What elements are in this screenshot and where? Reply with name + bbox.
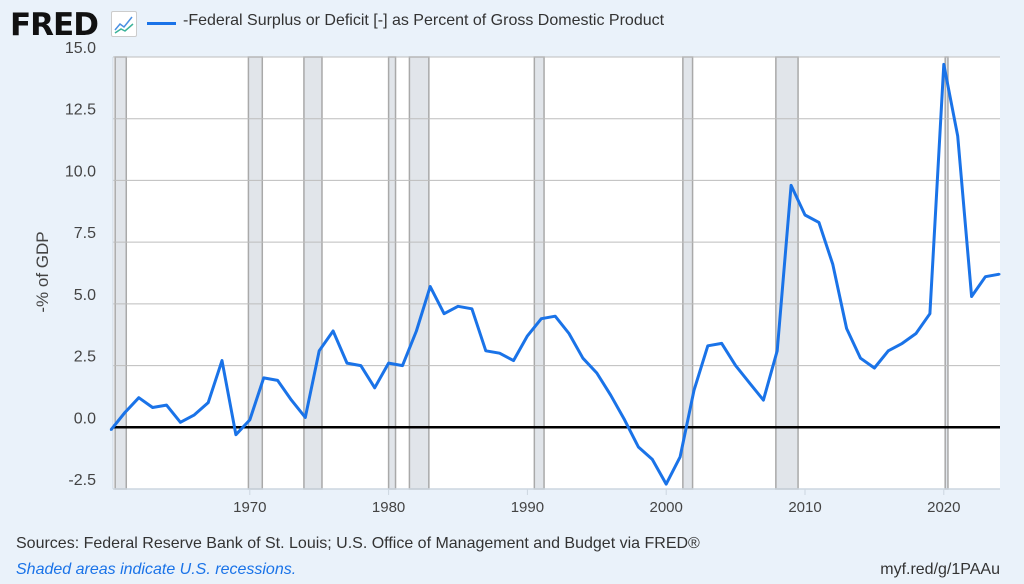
data-point (928, 312, 932, 315)
data-point (678, 455, 682, 459)
data-point (359, 364, 363, 367)
data-point (345, 361, 349, 365)
recession-band (387, 56, 397, 490)
y-tick-label: 7.5 (74, 225, 96, 242)
recession-band (944, 56, 949, 490)
data-point (706, 344, 710, 348)
data-point (318, 349, 321, 352)
data-point (206, 401, 210, 404)
data-point (581, 356, 585, 360)
legend-swatch (147, 22, 176, 25)
data-point (484, 349, 487, 352)
recession-band (303, 56, 323, 490)
data-point (526, 334, 529, 338)
data-point (498, 352, 501, 355)
data-point (831, 263, 834, 266)
data-point (193, 413, 196, 417)
data-point (734, 364, 737, 367)
x-tick-label: 2020 (927, 499, 960, 516)
data-point (304, 416, 307, 419)
x-tick-label: 2010 (788, 499, 821, 516)
y-tick-label: 0.0 (74, 410, 96, 427)
x-tick-label: 2000 (650, 499, 683, 516)
data-point (429, 285, 432, 288)
data-point (262, 376, 265, 380)
data-point (998, 273, 1001, 276)
data-point (123, 411, 127, 414)
data-point (137, 396, 140, 399)
data-point (470, 307, 474, 310)
data-point (692, 389, 696, 392)
y-tick-label: 12.5 (65, 102, 96, 119)
data-point (859, 356, 862, 360)
chart-icon[interactable] (111, 11, 137, 37)
x-tick-label: 1990 (511, 499, 544, 516)
data-point (845, 327, 848, 330)
data-point (942, 63, 945, 66)
data-point (442, 312, 446, 315)
data-point (914, 332, 918, 335)
data-point (887, 349, 890, 352)
data-point (151, 406, 154, 409)
data-point (290, 398, 293, 402)
data-point (776, 349, 779, 352)
recession-note[interactable]: Shaded areas indicate U.S. recessions. (16, 561, 297, 578)
short-url[interactable]: myf.red/g/1PAAu (880, 561, 1000, 578)
data-point (373, 386, 376, 389)
data-point (401, 364, 404, 367)
y-tick-label: -2.5 (68, 472, 96, 489)
data-point (956, 134, 959, 138)
data-point (567, 332, 571, 335)
y-tick-label: 15.0 (65, 40, 96, 57)
data-point (609, 393, 612, 397)
recession-band (408, 56, 430, 490)
data-point (165, 403, 168, 407)
data-point (387, 361, 390, 365)
data-point (109, 428, 113, 431)
recession-band (247, 56, 264, 490)
legend-label[interactable]: -Federal Surplus or Deficit [-] as Perce… (183, 12, 665, 29)
data-point (220, 359, 224, 362)
y-tick-label: 2.5 (74, 349, 96, 366)
x-tick-label: 1970 (233, 499, 266, 516)
data-point (720, 342, 723, 345)
data-point (970, 295, 973, 298)
data-point (665, 482, 668, 486)
data-point (748, 381, 751, 385)
data-point (789, 184, 793, 187)
data-point (595, 371, 598, 375)
data-point (179, 421, 182, 424)
data-point (900, 342, 904, 345)
data-point (248, 418, 251, 422)
data-point (276, 379, 279, 382)
data-point (553, 315, 557, 318)
x-tick-label: 1980 (372, 499, 405, 516)
recession-band (775, 56, 799, 490)
data-point (817, 221, 821, 224)
y-tick-label: 10.0 (65, 163, 96, 180)
data-point (234, 433, 238, 436)
source-note: Sources: Federal Reserve Bank of St. Lou… (16, 535, 700, 552)
data-point (623, 418, 626, 422)
data-point (984, 275, 987, 278)
data-point (456, 305, 460, 308)
data-point (415, 329, 418, 333)
y-tick-label: 5.0 (74, 287, 96, 304)
fred-logo[interactable]: FRED (10, 7, 99, 43)
data-point (762, 398, 765, 402)
data-point (637, 445, 640, 449)
recession-band (533, 56, 545, 490)
data-point (803, 213, 807, 217)
data-point (540, 317, 543, 320)
data-point (651, 458, 654, 461)
data-point (512, 359, 515, 362)
data-point (873, 366, 876, 370)
data-point (331, 329, 335, 333)
